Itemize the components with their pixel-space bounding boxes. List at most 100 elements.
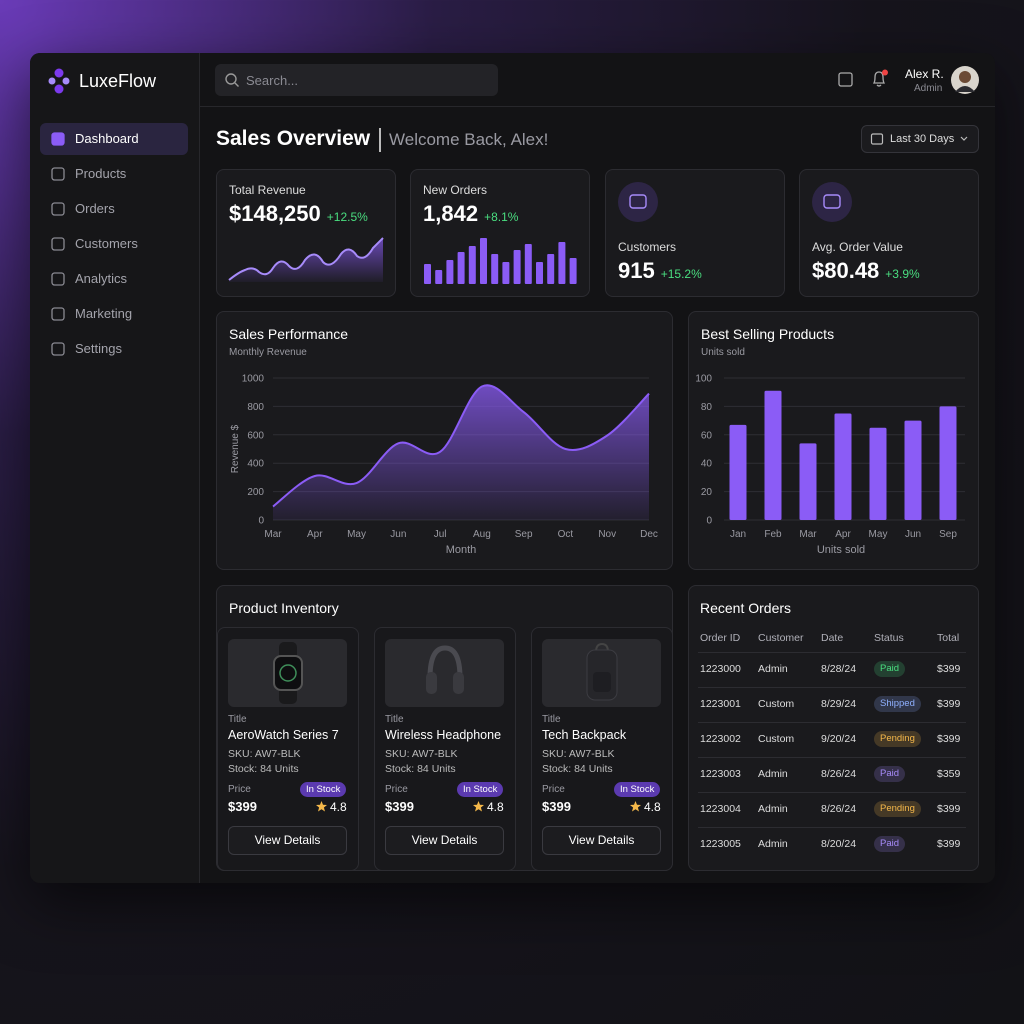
view-details-button[interactable]: View Details [542, 826, 661, 855]
sparkbar [446, 260, 454, 284]
search-box[interactable] [215, 64, 498, 96]
date-icon [870, 133, 884, 145]
sparkbar [435, 270, 443, 284]
view-details-button[interactable]: View Details [228, 826, 347, 855]
backpack-handle [595, 642, 609, 653]
nav-label: Customers [75, 236, 138, 251]
nav-icon [51, 237, 65, 251]
column-header: Total [937, 632, 960, 644]
nav-icon-shape [51, 202, 65, 216]
y-tick-label: 60 [701, 430, 713, 441]
stock-badge: In Stock [614, 782, 661, 797]
bar [939, 406, 957, 520]
sparkbar [547, 254, 555, 284]
kpi-change: +3.9% [885, 267, 920, 281]
order-id[interactable]: 1223000 [700, 663, 741, 675]
order-id[interactable]: 1223002 [700, 733, 741, 745]
kpi-icon-bg [618, 182, 658, 222]
product-stock: Stock: 84 Units [385, 763, 456, 775]
y-tick-label: 0 [258, 516, 264, 527]
revenue-sparkline [228, 237, 384, 282]
nav-icon-shape [51, 342, 65, 356]
status-badge: Pending [874, 731, 921, 747]
x-tick-label: Mar [799, 529, 817, 540]
search-icon [225, 73, 239, 87]
sparkbar [468, 246, 476, 284]
bar [834, 413, 852, 520]
product-price: $399 [542, 799, 571, 814]
orders-panel [688, 585, 979, 871]
product-sku: SKU: AW7-BLK [542, 748, 615, 760]
avatar[interactable] [951, 66, 979, 94]
page-subtitle: Welcome Back, Alex! [389, 130, 549, 149]
product-illustration [586, 642, 618, 701]
order-id[interactable]: 1223001 [700, 698, 741, 710]
user-name: Alex R. [905, 67, 944, 81]
row-divider [698, 757, 966, 758]
order-total: $399 [937, 698, 961, 710]
product-name: AeroWatch Series 7 [228, 728, 339, 742]
sparkbar [524, 244, 532, 284]
sparkbar [569, 258, 577, 284]
rating-star [316, 801, 327, 812]
status-badge: Paid [874, 766, 906, 782]
bell-icon[interactable] [871, 69, 889, 88]
x-tick-label: Nov [598, 529, 616, 540]
order-date: 8/20/24 [821, 838, 857, 850]
date-range-label: Last 30 Days [890, 133, 955, 145]
bell-dot [882, 69, 888, 76]
order-customer: Admin [758, 768, 788, 780]
backpack-pocket [593, 672, 611, 692]
rating-star [473, 801, 484, 812]
nav-icon-shape [51, 167, 65, 181]
x-tick-label: Sep [515, 529, 533, 540]
bar [729, 424, 747, 520]
nav-item[interactable] [40, 123, 188, 155]
chart-panel [216, 311, 673, 570]
product-rating: 4.8 [644, 800, 661, 814]
x-tick-label: Sep [939, 529, 957, 540]
order-customer: Custom [758, 733, 795, 745]
x-tick-label: May [347, 529, 366, 540]
row-divider [698, 792, 966, 793]
kpi-icon-bg [812, 182, 852, 222]
calendar-icon[interactable] [838, 72, 853, 87]
x-tick-label: Jun [390, 529, 406, 540]
chart: 0 200 400 600 800 1000 Mar Apr May Jun Jul Aug Sep Oc… [230, 374, 658, 557]
logo-dot [54, 84, 64, 94]
row-divider [698, 687, 966, 688]
logo-dot [48, 77, 56, 85]
headband [427, 645, 463, 679]
order-date: 8/26/24 [821, 803, 857, 815]
search-handle [234, 82, 239, 87]
order-id[interactable]: 1223005 [700, 838, 741, 850]
y-tick-label: 100 [695, 374, 712, 385]
product-price-label: Price [542, 784, 565, 795]
order-id[interactable]: 1223004 [700, 803, 741, 815]
orders-sparkbars [424, 238, 577, 284]
nav-icon-shape [51, 237, 65, 251]
status-badge: Shipped [874, 696, 921, 712]
product-stock: Stock: 84 Units [542, 763, 613, 775]
x-tick-label: Mar [264, 529, 282, 540]
chart-title: Best Selling Products [701, 326, 835, 342]
order-id[interactable]: 1223003 [700, 768, 741, 780]
order-date: 9/20/24 [821, 733, 857, 745]
kpi-label: Total Revenue [229, 183, 306, 197]
date-range-button[interactable] [861, 125, 979, 153]
bar [799, 443, 817, 520]
x-tick-label: Oct [558, 529, 574, 540]
column-header: Status [874, 632, 904, 644]
chart: 0 20 40 60 80 100 Jan Feb Mar Apr May Jun Sep Units s… [695, 374, 965, 556]
star-shape [316, 801, 327, 812]
sparkbar [480, 238, 487, 284]
product-rating: 4.8 [487, 800, 504, 814]
order-date: 8/29/24 [821, 698, 857, 710]
product-price-label: Price [228, 784, 251, 795]
nav-label: Orders [75, 201, 115, 216]
x-axis-label: Units sold [817, 544, 865, 556]
view-details-button[interactable]: View Details [385, 826, 504, 855]
chevron [960, 136, 968, 141]
nav-icon-shape [51, 132, 65, 146]
